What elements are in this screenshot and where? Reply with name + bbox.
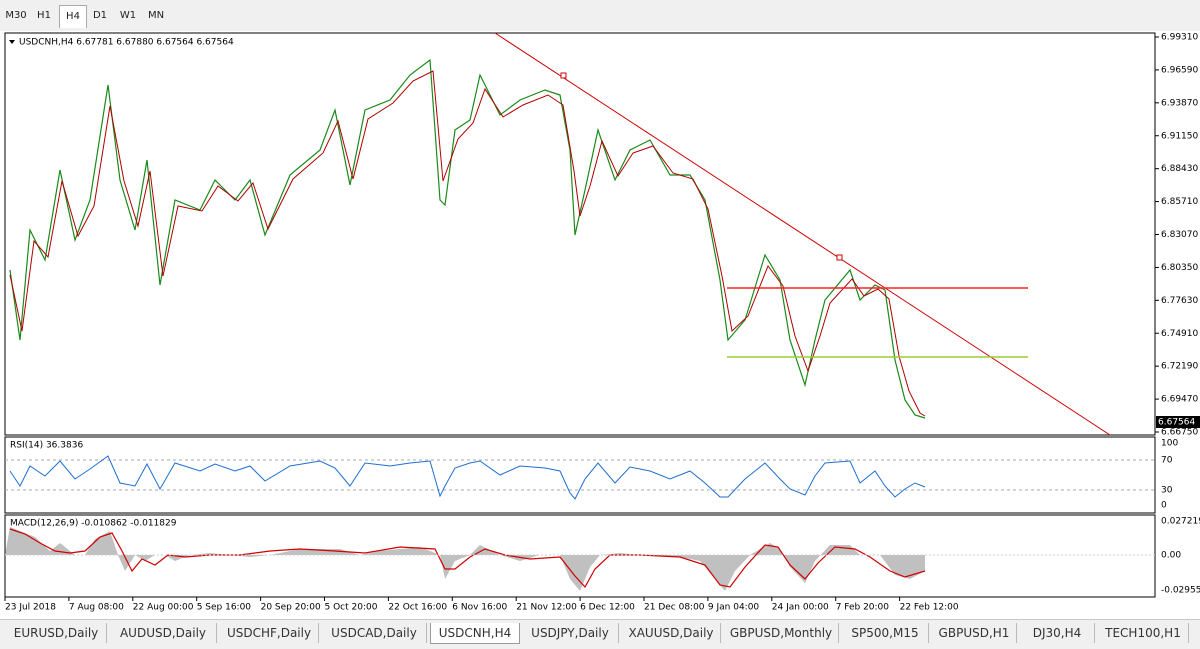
symbol-tab[interactable]: DJ30,H4 [1020, 623, 1095, 643]
macd-level-label: -0.029558 [1161, 586, 1200, 596]
symbol-tab[interactable]: EURUSD,Daily [6, 623, 107, 643]
price-label: 6.91150 [1161, 131, 1198, 141]
timeframe-button[interactable]: D1 [92, 10, 108, 21]
rsi-header: RSI(14) 36.3836 [10, 441, 83, 451]
header-arrow [9, 40, 15, 44]
rsi-line [9, 455, 926, 500]
chart-window: USDCNH,H4 6.67781 6.67880 6.67564 6.6756… [0, 31, 1200, 619]
timeframe-button[interactable]: H4 [59, 5, 87, 28]
symbol-tab[interactable]: GBPUSD,Monthly [724, 623, 839, 643]
price-label: 6.99310 [1161, 33, 1198, 43]
timeframe-button[interactable]: H1 [37, 10, 51, 21]
macd-header: MACD(12,26,9) -0.010862 -0.011829 [10, 519, 177, 529]
current-price: 6.67564 [1158, 418, 1195, 428]
price-label: 6.66750 [1161, 428, 1198, 438]
timeframe-button[interactable]: M30 [5, 10, 27, 21]
current-price-box [1156, 416, 1200, 428]
rsi-panel [4, 436, 1156, 514]
macd-histogram [5, 527, 925, 591]
price-label: 6.96590 [1161, 65, 1198, 75]
price-label: 6.83070 [1161, 230, 1198, 240]
time-label: 22 Aug 00:00 [133, 603, 194, 613]
time-label: 6 Nov 16:00 [452, 603, 507, 613]
symbol-tab[interactable]: TECH100,H1 [1098, 623, 1189, 643]
rsi-level-label: 70 [1161, 456, 1173, 466]
symbol-tab[interactable]: USDCNH,H4 [430, 623, 520, 644]
time-label: 22 Feb 12:00 [900, 603, 959, 613]
rsi-level-label: 30 [1161, 486, 1173, 496]
price-label: 6.85710 [1161, 197, 1198, 207]
symbol-tab[interactable]: USDCAD,Daily [322, 623, 427, 643]
time-label: 5 Sep 16:00 [197, 603, 252, 613]
time-label: 9 Jan 04:00 [708, 603, 760, 613]
time-label: 21 Dec 08:00 [644, 603, 705, 613]
time-label: 22 Oct 16:00 [388, 603, 447, 613]
moving-average [9, 70, 926, 417]
timeframe-toolbar: M30 H1 H4 D1 W1 MN [0, 0, 1200, 32]
symbol-tabs: EURUSD,Daily AUDUSD,Daily USDCHF,Daily USDC… [0, 619, 1200, 649]
price-label: 6.69470 [1161, 395, 1198, 405]
price-label: 6.74910 [1161, 329, 1198, 339]
price-label: 6.93870 [1161, 98, 1198, 108]
timeframe-button[interactable]: MN [147, 10, 165, 21]
macd-level-label: 0.027219 [1161, 517, 1200, 527]
price-label: 6.80350 [1161, 263, 1198, 273]
chart-header: USDCNH,H4 6.67781 6.67880 6.67564 6.6756… [19, 38, 234, 48]
rsi-level-label: 100 [1161, 439, 1178, 449]
symbol-tab[interactable]: SP500,M15 [842, 623, 929, 643]
time-label: 7 Aug 08:00 [69, 603, 124, 613]
time-label: 7 Feb 20:00 [836, 603, 890, 613]
time-label: 23 Jul 2018 [5, 603, 56, 613]
symbol-tab[interactable]: GBPUSD,H1 [932, 623, 1017, 643]
price-label: 6.88430 [1161, 164, 1198, 174]
trend-anchor [560, 72, 567, 79]
time-label: 5 Oct 20:00 [325, 603, 378, 613]
price-label: 6.77630 [1161, 296, 1198, 306]
macd-signal [9, 528, 926, 589]
trend-line [494, 32, 1111, 436]
time-label: 6 Dec 12:00 [580, 603, 635, 613]
price-label: 6.72190 [1161, 362, 1198, 372]
macd-level-label: 0.00 [1161, 551, 1181, 561]
time-label: 24 Jan 00:00 [772, 603, 829, 613]
time-label: 21 Nov 12:00 [516, 603, 577, 613]
symbol-tab[interactable]: AUDUSD,Daily [110, 623, 217, 643]
symbol-tab[interactable]: USDJPY,Daily [522, 623, 619, 643]
price-panel [4, 32, 1156, 436]
timeframe-button[interactable]: W1 [119, 10, 137, 21]
time-label: 20 Sep 20:00 [261, 603, 321, 613]
price-series [9, 58, 926, 419]
symbol-tab[interactable]: XAUUSD,Daily [622, 623, 721, 643]
symbol-tab[interactable]: USDCHF,Daily [220, 623, 319, 643]
trend-anchor [836, 254, 843, 261]
rsi-level-label: 0 [1161, 501, 1167, 511]
